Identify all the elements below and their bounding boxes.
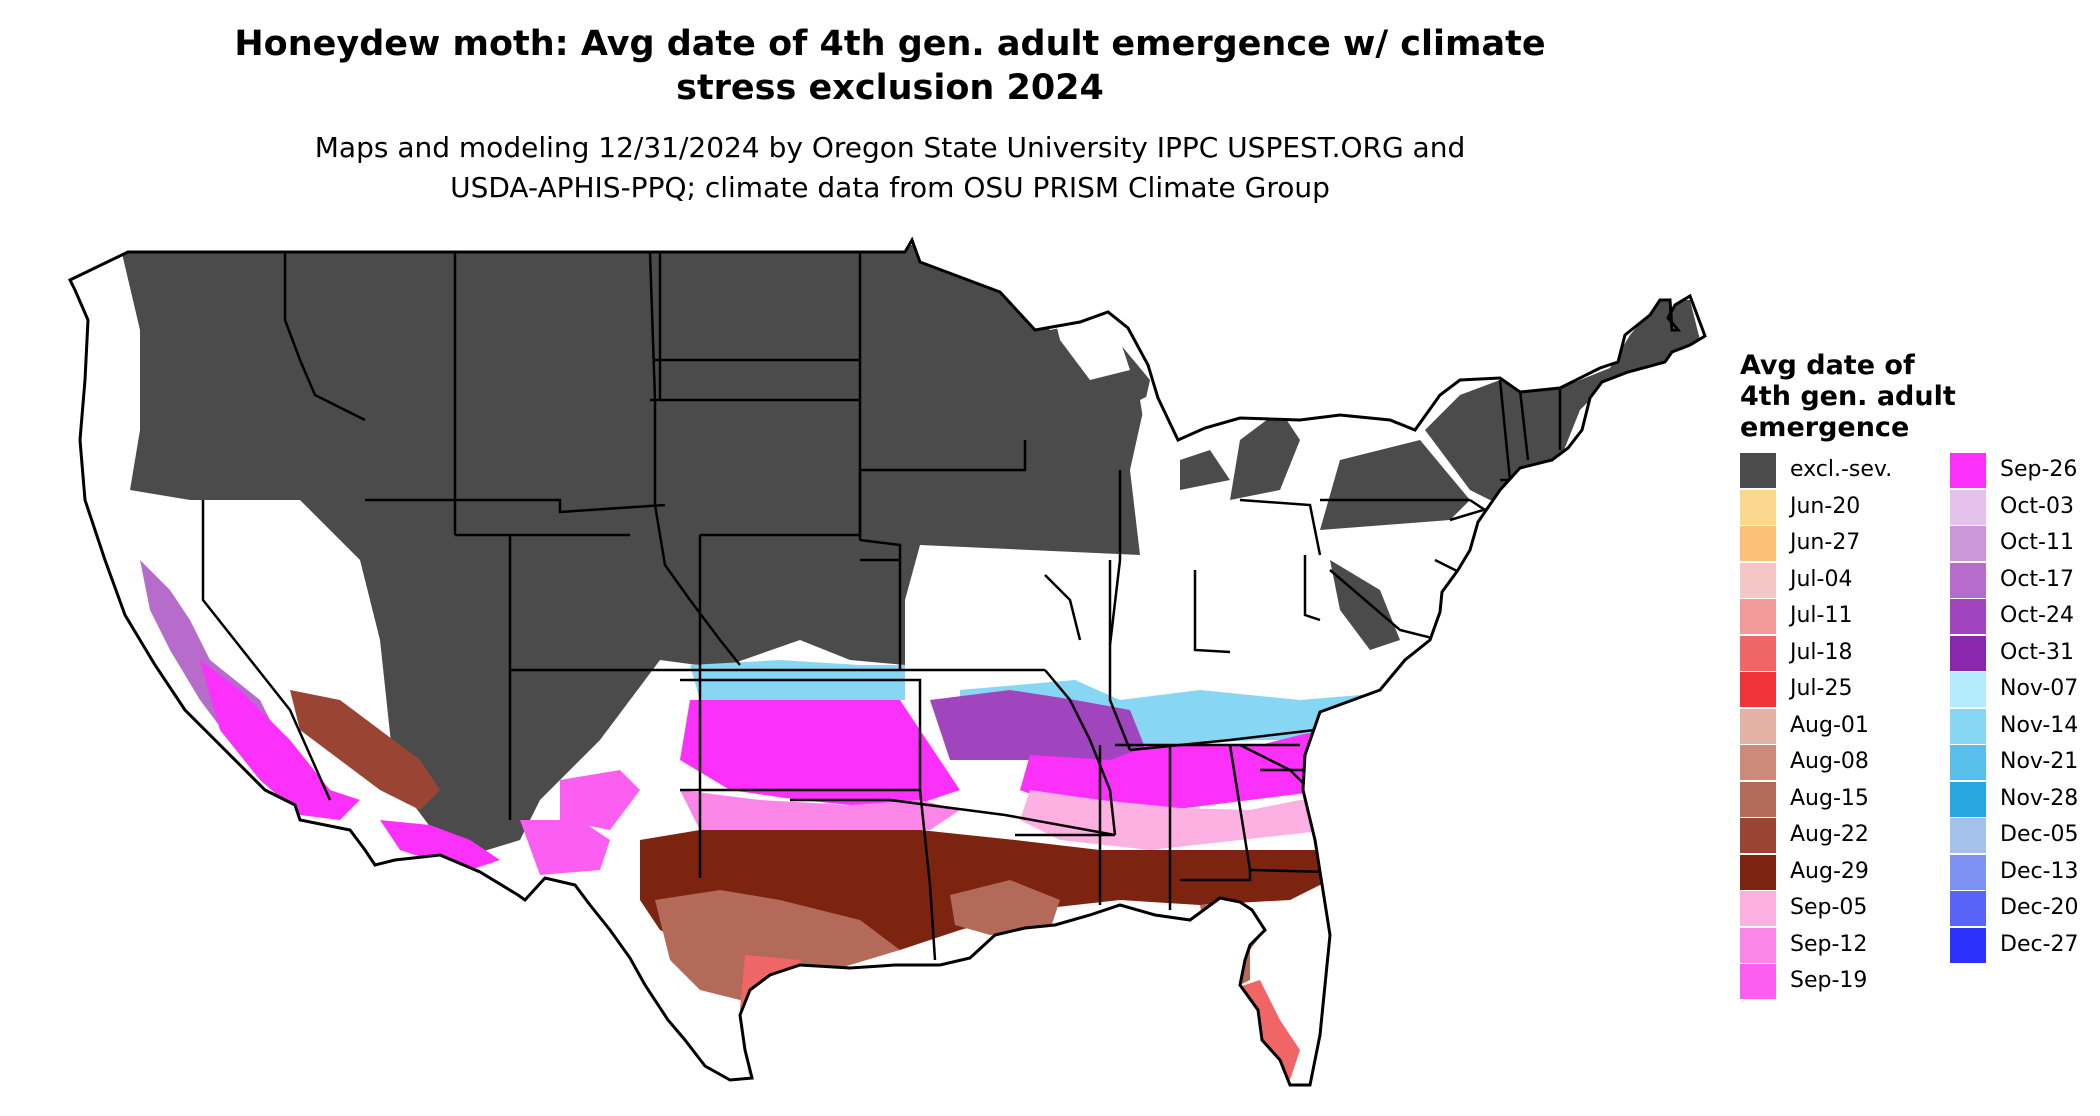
legend-swatch	[1950, 745, 1986, 780]
legend-swatch	[1950, 635, 1986, 671]
legend-swatch	[1740, 562, 1776, 598]
map-region	[380, 820, 500, 870]
legend-swatch	[1950, 708, 1986, 744]
map-subtitle-line-2: USDA-APHIS-PPQ; climate data from OSU PR…	[450, 171, 1330, 204]
map-title: Honeydew moth: Avg date of 4th gen. adul…	[130, 22, 1650, 110]
legend-swatch	[1740, 964, 1776, 999]
map-region	[950, 880, 1060, 935]
map-region	[1320, 440, 1470, 530]
map-title-line-2: stress exclusion 2024	[676, 68, 1104, 108]
legend-label: Dec-27	[2000, 931, 2079, 957]
legend-label: Sep-05	[1790, 895, 1868, 920]
map-title-line-1: Honeydew moth: Avg date of 4th gen. adul…	[234, 24, 1546, 64]
legend-swatch	[1740, 708, 1776, 744]
legend-label: Aug-22	[1790, 822, 1869, 847]
legend-swatch	[1950, 891, 1986, 926]
legend-swatch	[1950, 672, 1986, 707]
legend-swatch	[1740, 453, 1776, 488]
legend-label: Oct-17	[2000, 566, 2074, 592]
legend-swatch	[1740, 635, 1776, 671]
legend-swatch	[1950, 453, 1986, 488]
legend-swatch	[1950, 562, 1986, 598]
legend-swatch	[1740, 927, 1776, 963]
map-region	[680, 700, 960, 810]
legend-swatch	[1950, 526, 1986, 561]
map-subtitle-line-1: Maps and modeling 12/31/2024 by Oregon S…	[314, 131, 1466, 164]
legend-swatch	[1740, 489, 1776, 525]
legend-swatch	[1950, 781, 1986, 817]
legend-label: Jul-11	[1790, 603, 1853, 628]
legend-label: Aug-29	[1790, 858, 1869, 884]
legend-label: Sep-19	[1790, 968, 1868, 993]
legend-label: Oct-24	[2000, 603, 2074, 628]
map-region	[120, 245, 1150, 860]
legend-label: Oct-03	[2000, 493, 2074, 519]
legend-title: Avg date of 4th gen. adult emergence	[1740, 350, 1956, 443]
legend-swatch	[1740, 599, 1776, 634]
legend-swatch	[1950, 927, 1986, 963]
map-region	[740, 955, 820, 1040]
map-region	[1180, 450, 1230, 490]
legend-label: Oct-11	[2000, 530, 2074, 555]
map-region	[290, 690, 440, 810]
map-region	[560, 770, 640, 830]
map-region	[690, 660, 905, 710]
emergence-bands	[70, 240, 1705, 1085]
legend-label: Nov-21	[2000, 749, 2079, 774]
legend-label: Nov-14	[2000, 712, 2079, 738]
legend-title-line-1: Avg date of	[1740, 350, 1915, 381]
legend-label: Jul-25	[1790, 676, 1853, 701]
legend-label: Dec-05	[2000, 822, 2079, 847]
legend-label: Sep-12	[1790, 931, 1868, 957]
map-region	[655, 890, 900, 1000]
map-region	[1330, 560, 1400, 650]
legend-label: Nov-28	[2000, 785, 2079, 811]
legend-label: Jul-18	[1790, 639, 1853, 665]
legend-swatch	[1740, 672, 1776, 707]
legend-swatch	[1950, 818, 1986, 853]
legend-swatch	[1740, 854, 1776, 890]
legend-swatch	[1740, 781, 1776, 817]
map-region	[1230, 410, 1300, 500]
map-subtitle: Maps and modeling 12/31/2024 by Oregon S…	[130, 128, 1650, 208]
map-region	[1425, 300, 1700, 500]
legend-swatch	[1740, 818, 1776, 853]
legend-label: Nov-07	[2000, 676, 2079, 701]
legend-label: Oct-31	[2000, 639, 2074, 665]
legend-label: Jun-20	[1790, 493, 1861, 519]
legend-swatch	[1740, 745, 1776, 780]
legend-swatch	[1950, 854, 1986, 890]
legend-title-line-2: 4th gen. adult	[1740, 381, 1956, 412]
state-boundaries	[201, 251, 1581, 961]
map-region	[520, 820, 610, 875]
legend-label: Dec-13	[2000, 858, 2079, 884]
legend-label: Jul-04	[1790, 566, 1853, 592]
legend-swatch	[1950, 489, 1986, 525]
legend-label: Aug-08	[1790, 749, 1869, 774]
legend-label: excl.-sev.	[1790, 457, 1893, 482]
map-region	[680, 790, 960, 830]
legend-label: Dec-20	[2000, 895, 2079, 920]
legend-swatch	[1740, 891, 1776, 926]
legend-swatch	[1740, 526, 1776, 561]
legend-swatch	[1950, 599, 1986, 634]
legend-label: Sep-26	[2000, 457, 2078, 482]
legend-label: Jun-27	[1790, 530, 1861, 555]
legend-title-line-3: emergence	[1740, 412, 1910, 443]
legend-label: Aug-15	[1790, 785, 1869, 811]
legend-label: Aug-01	[1790, 712, 1869, 738]
